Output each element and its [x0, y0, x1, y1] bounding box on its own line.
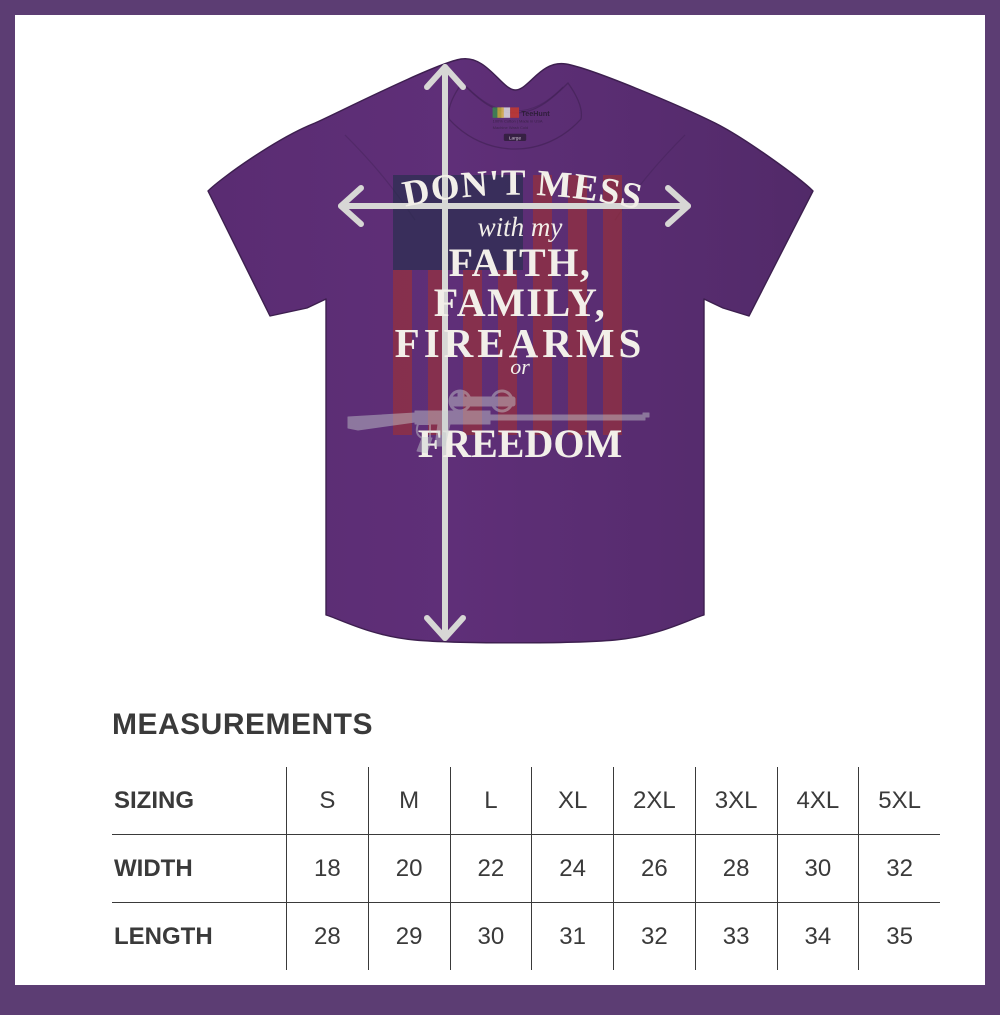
svg-text:FAITH,: FAITH, [449, 240, 592, 285]
svg-text:FAMILY,: FAMILY, [434, 280, 606, 325]
svg-text:Large: Large [509, 135, 522, 141]
svg-text:or: or [510, 354, 530, 379]
svg-text:Machine Wash Cold: Machine Wash Cold [493, 125, 529, 130]
svg-text:100% Cotton | Made in USA: 100% Cotton | Made in USA [493, 119, 543, 124]
svg-text:TeeHunt: TeeHunt [521, 109, 550, 118]
svg-text:with my: with my [478, 212, 563, 242]
